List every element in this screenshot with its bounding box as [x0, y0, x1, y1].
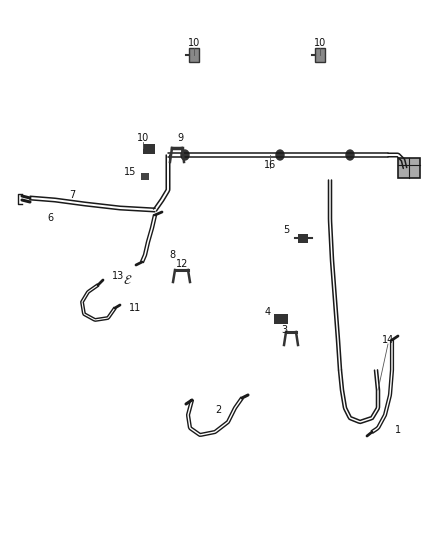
Bar: [274, 314, 288, 324]
Text: 16: 16: [264, 160, 276, 170]
Text: 3: 3: [281, 325, 287, 335]
Bar: [315, 48, 325, 62]
Text: 12: 12: [176, 259, 188, 269]
Text: 7: 7: [69, 190, 75, 200]
Ellipse shape: [181, 150, 189, 160]
Text: 15: 15: [124, 167, 136, 177]
Text: 10: 10: [314, 38, 326, 48]
Text: 8: 8: [169, 250, 175, 260]
Text: 11: 11: [129, 303, 141, 313]
Text: 4: 4: [265, 307, 271, 317]
Bar: [141, 173, 149, 180]
Text: 2: 2: [215, 405, 221, 415]
Text: 6: 6: [47, 213, 53, 223]
Text: 13: 13: [112, 271, 124, 281]
Text: 14: 14: [382, 335, 394, 345]
Ellipse shape: [346, 150, 354, 160]
Text: 5: 5: [283, 225, 289, 235]
Bar: [143, 144, 155, 154]
Bar: [298, 234, 308, 243]
Text: 9: 9: [177, 133, 183, 143]
Text: $\mathcal{E}$: $\mathcal{E}$: [123, 273, 133, 287]
Text: 10: 10: [188, 38, 200, 48]
Text: 10: 10: [137, 133, 149, 143]
Text: 1: 1: [395, 425, 401, 435]
Bar: [189, 48, 199, 62]
Ellipse shape: [276, 150, 284, 160]
Bar: [398, 158, 420, 178]
